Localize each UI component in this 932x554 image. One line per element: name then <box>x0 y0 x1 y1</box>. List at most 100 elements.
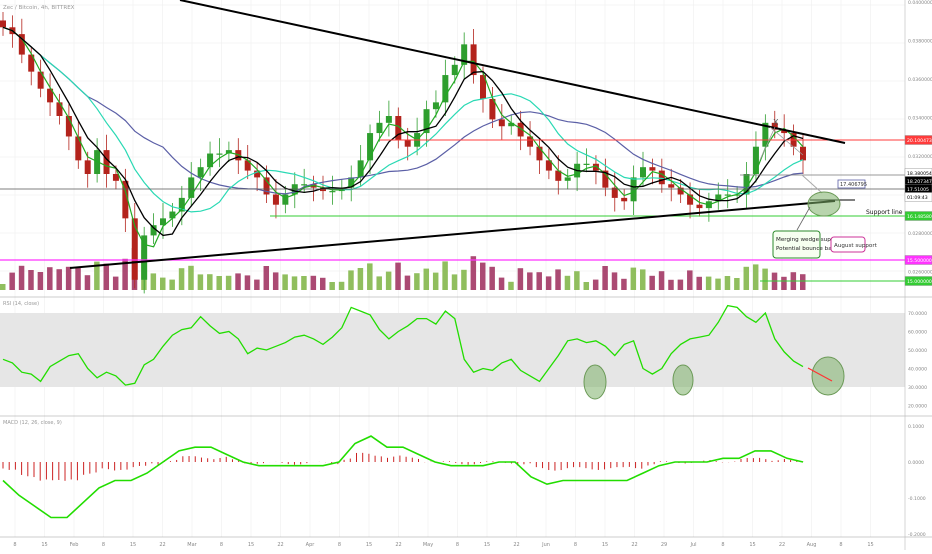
ma-long-line <box>2 26 804 195</box>
bounce-ellipse[interactable] <box>807 191 841 217</box>
volume-bar <box>442 261 448 290</box>
time-axis-label: 8 <box>574 542 577 548</box>
volume-bar <box>668 279 674 290</box>
volume-bar <box>508 281 514 290</box>
volume-bar <box>320 277 326 290</box>
volume-bar <box>56 269 62 290</box>
candle-body <box>451 64 458 76</box>
wedge-support-trendline[interactable] <box>69 200 836 269</box>
volume-bar <box>621 278 627 290</box>
candle-body <box>762 122 769 147</box>
candle-body <box>545 160 552 171</box>
candle-body <box>103 150 110 174</box>
rsi-ellipse-1[interactable] <box>583 364 607 400</box>
candle-body <box>461 44 468 65</box>
volume-bar <box>583 282 590 290</box>
price-tag-resistance <box>904 135 932 145</box>
volume-bar <box>122 258 128 290</box>
pattern-line-a <box>769 126 804 156</box>
candle-body <box>555 170 562 181</box>
rsi-scale-label: 70.0000 <box>908 311 927 317</box>
price-callout-box <box>837 179 866 189</box>
volume-bar <box>395 262 401 290</box>
candle-body <box>18 34 25 55</box>
candle-body <box>696 204 703 209</box>
volume-bar <box>272 272 279 290</box>
volume-bar <box>687 270 693 290</box>
candle-body <box>0 20 6 28</box>
candle-body <box>498 119 505 127</box>
rsi-band <box>0 313 905 387</box>
candle-body <box>724 194 731 196</box>
candle-body <box>263 177 270 195</box>
volume-bar <box>357 268 364 290</box>
volume-bar <box>47 267 53 290</box>
callout-wedge-box[interactable] <box>772 230 821 259</box>
candle-body <box>752 146 759 174</box>
candle-body <box>207 153 214 168</box>
volume-bar <box>602 266 608 290</box>
candle-body <box>348 177 355 188</box>
candle-body <box>517 122 524 137</box>
time-axis-label: 29 <box>661 542 667 548</box>
macd-title: MACD (12, 26, close, 9) <box>3 420 62 426</box>
volume-bar <box>235 273 241 290</box>
volume-bar <box>480 262 486 290</box>
volume-bar <box>640 269 646 290</box>
volume-bar <box>762 268 768 290</box>
callout-august-box[interactable] <box>830 236 866 253</box>
moving-averages <box>2 26 804 248</box>
volume-bar <box>498 277 505 290</box>
time-axis-label: 15 <box>749 542 755 548</box>
volume-bar <box>28 270 34 290</box>
rsi-ellipse-3[interactable] <box>811 356 845 396</box>
rsi-title: RSI (14, close) <box>3 301 39 307</box>
price-tag-text: 20.100473 <box>907 138 932 144</box>
macd-scale-label: -0.1000 <box>908 496 926 502</box>
volume-bar <box>527 272 533 290</box>
volume-bar <box>555 269 561 290</box>
time-axis-label: Feb <box>70 542 79 548</box>
candle-body <box>131 218 138 280</box>
time-axis[interactable]: 8 15 Feb 8 15 22 Mar 8 15 22 Apr 8 15 22 May 8 15 22 Jun 8 1… <box>13 542 873 548</box>
callout-wedge-line2: Potential bounce barrier <box>776 246 844 252</box>
price-tag-support <box>904 211 932 221</box>
time-axis-label: 15 <box>366 542 372 548</box>
candle-body <box>658 170 665 185</box>
candle-body <box>367 133 374 161</box>
candle-body <box>197 167 204 178</box>
candle-body <box>687 194 694 205</box>
candle-body <box>404 139 411 147</box>
candle-body <box>781 129 788 134</box>
volume-bar <box>169 279 175 290</box>
volume-bar <box>103 263 110 290</box>
volume-bar <box>329 282 335 290</box>
candle-body <box>216 153 223 155</box>
candle-body <box>301 184 308 186</box>
wedge-resistance-trendline[interactable] <box>179 0 846 144</box>
candle-body <box>800 146 806 161</box>
volume-bar <box>677 279 684 290</box>
candle-body <box>37 71 44 89</box>
time-axis-label: 22 <box>779 542 785 548</box>
volume-bar <box>536 272 542 290</box>
macd-scale-label: -0.2000 <box>908 532 926 538</box>
candle-body <box>188 177 195 198</box>
volume-bar <box>188 265 194 290</box>
callout-pointer <box>796 206 811 231</box>
candle-body <box>621 197 628 202</box>
time-axis-label: 15 <box>41 542 47 548</box>
rsi-ellipse-2[interactable] <box>672 364 694 396</box>
candle-body <box>423 109 430 134</box>
price-tag-text: 18.207347 <box>907 179 932 185</box>
volume-bar <box>423 268 430 290</box>
time-axis-label: 8 <box>220 542 223 548</box>
candle-body <box>141 235 148 280</box>
volume-bar <box>75 266 81 290</box>
time-axis-label: May <box>423 542 433 548</box>
time-axis-label: 22 <box>395 542 401 548</box>
